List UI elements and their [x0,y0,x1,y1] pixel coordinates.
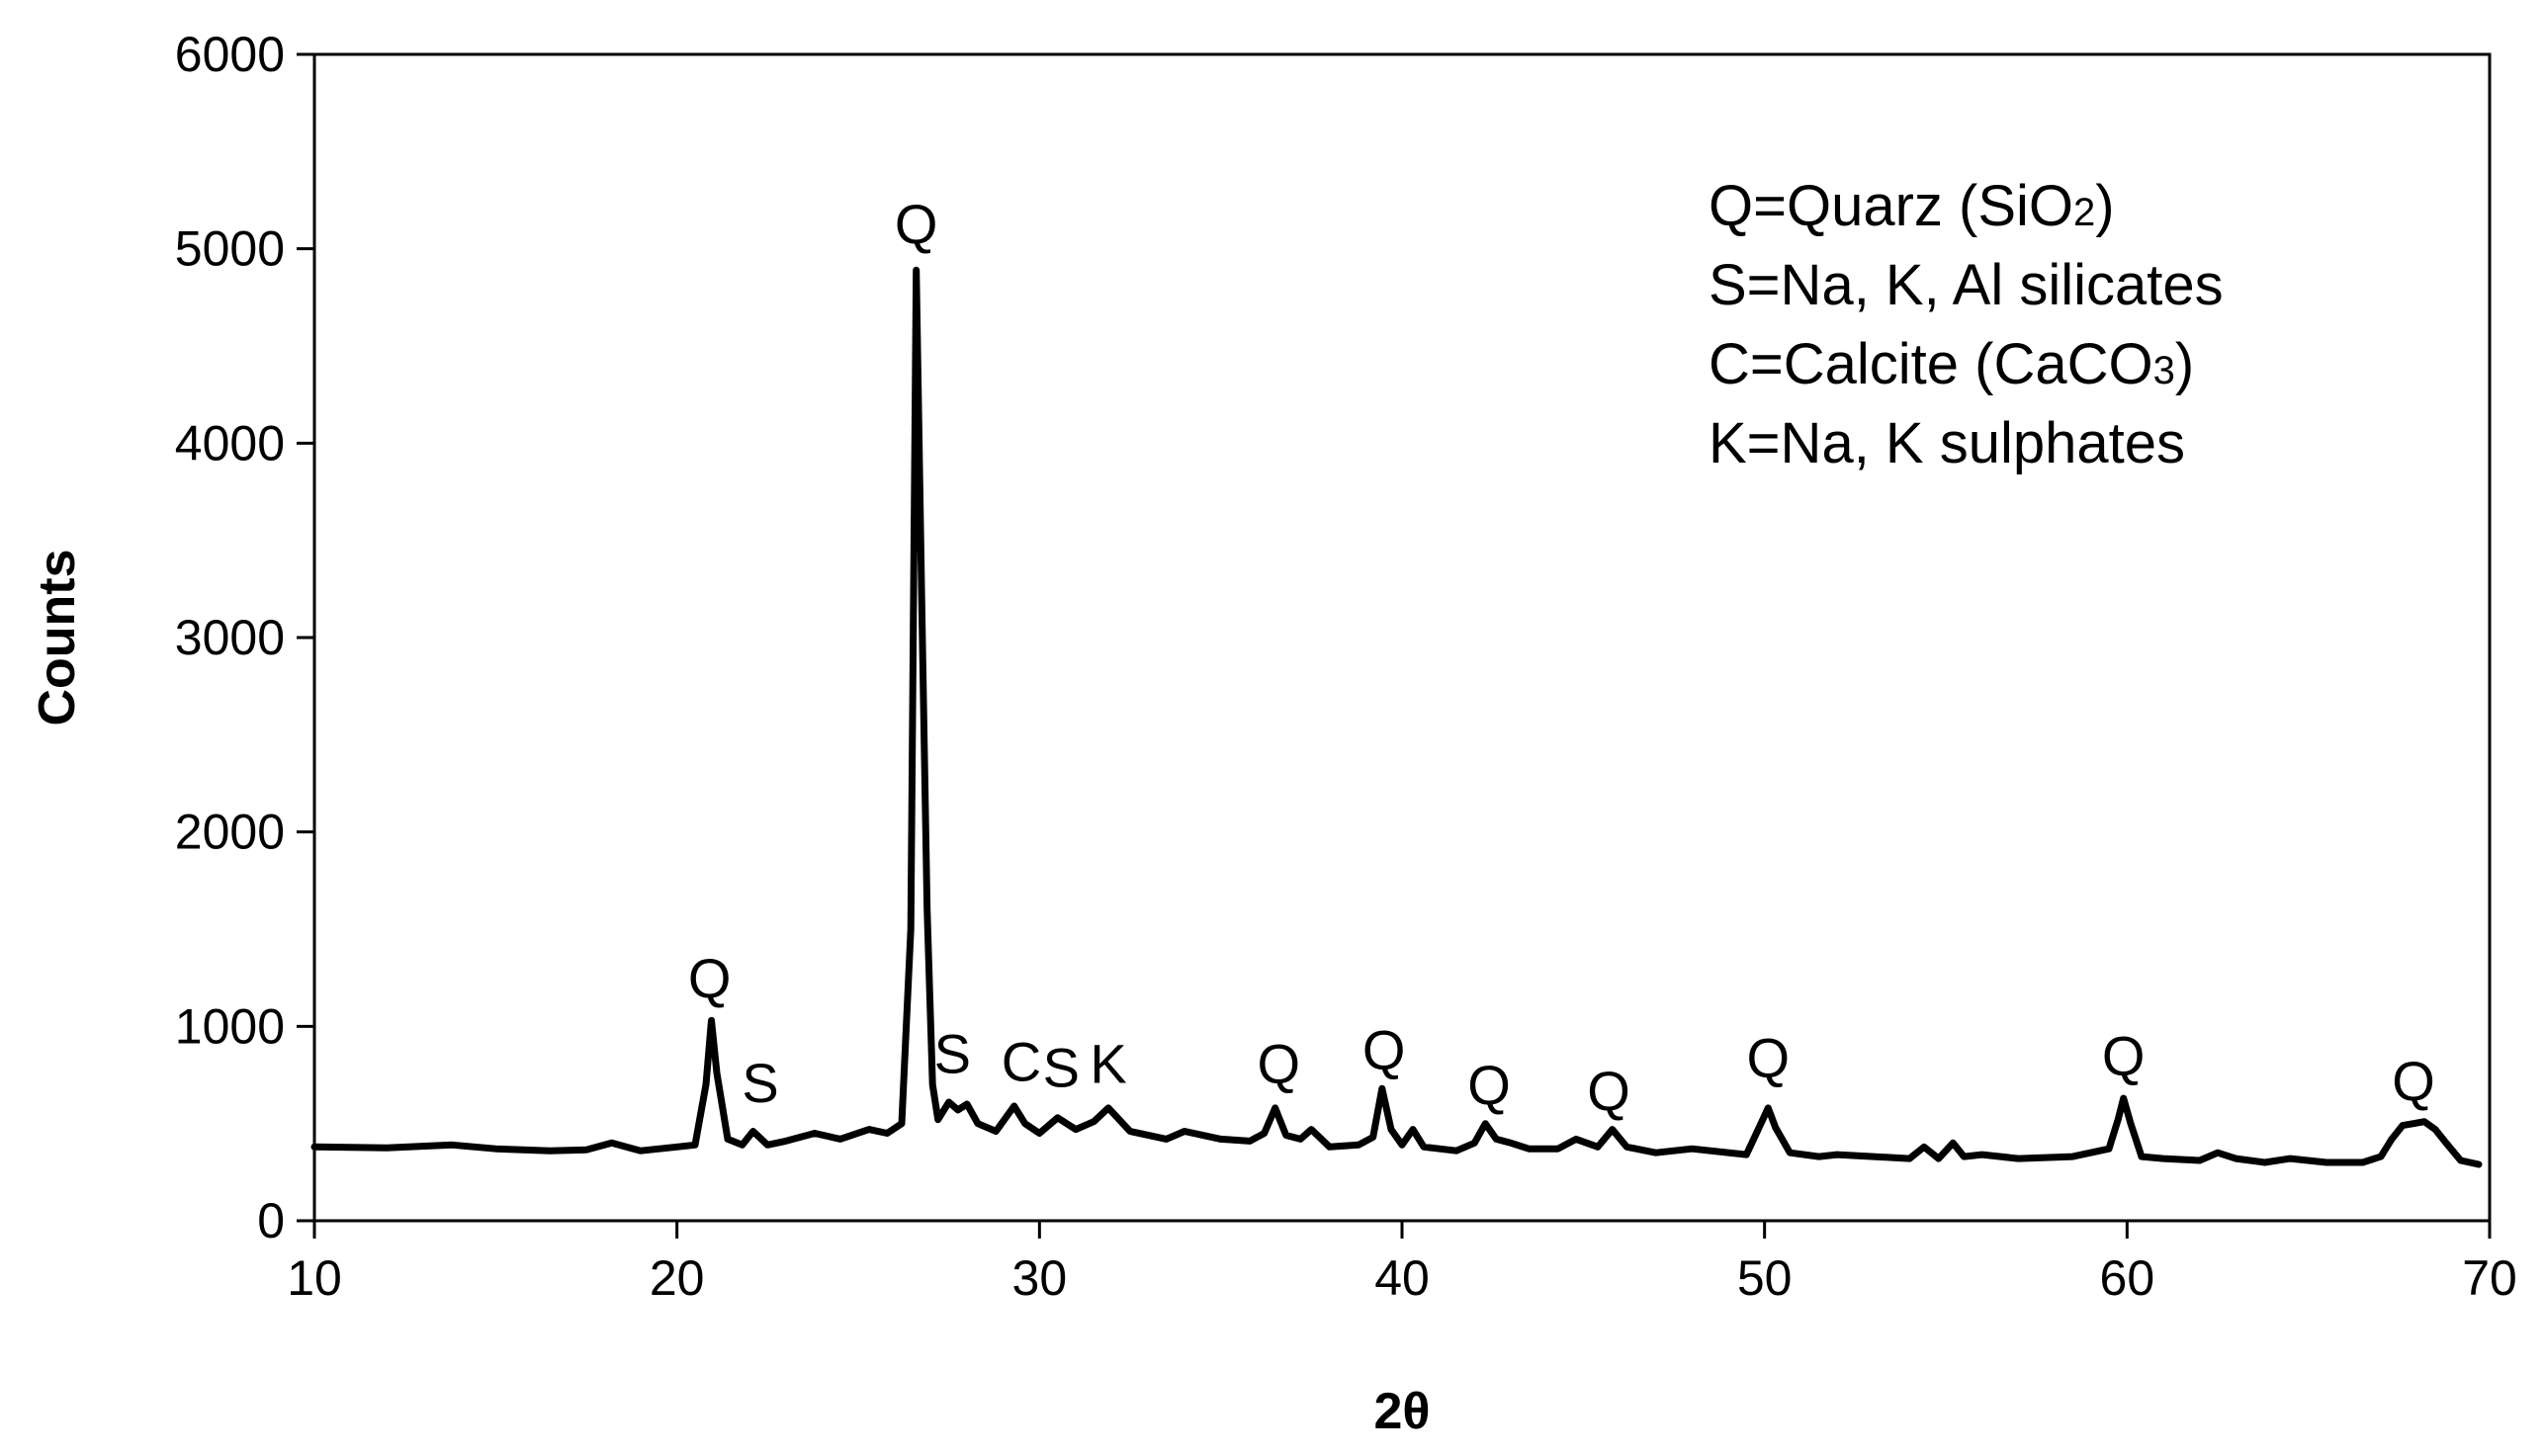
y-tick-label: 1000 [175,998,285,1054]
peak-label: S [742,1052,778,1114]
peak-label: Q [895,193,938,255]
peak-label: Q [2102,1025,2146,1087]
y-tick-label: 4000 [175,415,285,471]
y-tick-label: 6000 [175,27,285,82]
peak-label: Q [1258,1032,1301,1094]
legend-entry-text: C=Calcite (CaCO [1709,332,2153,396]
legend-entry-tail: ) [2175,332,2194,396]
legend-entry: Q=Quarz (SiO2) [1709,174,2115,238]
legend: Q=Quarz (SiO2) S=Na, K, Al silicates C=Cal… [1709,174,2224,475]
legend-entry-subscript: 3 [2153,349,2175,392]
peak-label: Q [1362,1019,1406,1081]
y-axis-ticks: 0 1000 2000 3000 4000 5000 6000 [175,27,314,1248]
x-tick-label: 60 [2100,1250,2155,1306]
y-tick-label: 0 [257,1193,285,1248]
x-axis-title: 2θ [1373,1383,1430,1440]
x-tick-label: 70 [2462,1250,2517,1306]
legend-entry: S=Na, K, Al silicates [1709,253,2224,317]
peak-label: Q [1467,1054,1511,1116]
y-tick-label: 2000 [175,805,285,860]
peak-label: K [1090,1032,1126,1094]
legend-entry: C=Calcite (CaCO3) [1709,332,2194,396]
y-tick-label: 3000 [175,610,285,665]
peak-label: Q [688,947,732,1009]
y-axis-title: Counts [29,549,86,726]
x-tick-label: 40 [1374,1250,1430,1306]
legend-entry: K=Na, K sulphates [1709,411,2185,475]
peak-label: C [1002,1030,1041,1092]
peak-label: S [934,1023,971,1085]
legend-entry-subscript: 2 [2073,191,2095,234]
peak-label: Q [1587,1060,1630,1122]
x-tick-label: 30 [1012,1250,1068,1306]
peak-label: Q [1747,1026,1791,1088]
x-tick-label: 10 [287,1250,342,1306]
peak-label: Q [2392,1050,2435,1112]
legend-entry-text: Q=Quarz (SiO [1709,174,2073,238]
x-tick-label: 20 [650,1250,705,1306]
y-tick-label: 5000 [175,221,285,277]
legend-entry-text: S=Na, K, Al silicates [1709,253,2224,317]
diffraction-pattern-line [310,266,2483,1168]
peak-label: S [1043,1036,1080,1098]
legend-entry-tail: ) [2095,174,2114,238]
x-tick-label: 50 [1737,1250,1793,1306]
legend-entry-text: K=Na, K sulphates [1709,411,2185,475]
x-axis-ticks: 10 20 30 40 50 60 70 [287,1221,2517,1306]
